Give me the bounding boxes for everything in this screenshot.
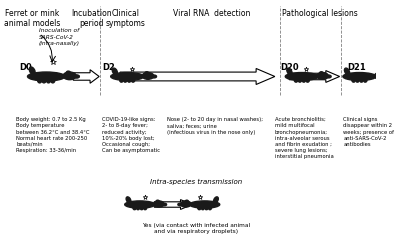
Ellipse shape <box>38 78 42 83</box>
Ellipse shape <box>66 71 70 74</box>
Polygon shape <box>120 68 275 84</box>
Ellipse shape <box>112 68 117 75</box>
Ellipse shape <box>133 206 136 210</box>
Text: D2: D2 <box>102 63 115 72</box>
Text: D0: D0 <box>19 63 32 72</box>
Ellipse shape <box>298 78 302 82</box>
Ellipse shape <box>356 78 359 82</box>
Polygon shape <box>73 70 99 83</box>
Ellipse shape <box>156 200 159 202</box>
Ellipse shape <box>205 206 208 210</box>
Text: Acute bronchiolitis;
mild multifocal
bronchopneumonia;
intra-alveolar serous
and: Acute bronchiolitis; mild multifocal bro… <box>275 117 334 159</box>
Ellipse shape <box>208 206 212 210</box>
Ellipse shape <box>384 75 389 78</box>
Ellipse shape <box>126 197 131 203</box>
Ellipse shape <box>131 78 135 82</box>
Polygon shape <box>289 70 340 82</box>
Ellipse shape <box>145 72 148 74</box>
Ellipse shape <box>320 72 323 74</box>
Ellipse shape <box>326 75 331 78</box>
Ellipse shape <box>377 72 381 74</box>
Text: Pathological lesions: Pathological lesions <box>282 9 358 18</box>
Text: D21: D21 <box>347 63 366 72</box>
Ellipse shape <box>352 78 356 82</box>
Ellipse shape <box>136 206 140 210</box>
Ellipse shape <box>302 78 306 82</box>
Text: Clinical signs
disappear within 2
weeks; presence of
anti-SARS-CoV-2
antibodies: Clinical signs disappear within 2 weeks;… <box>343 117 394 147</box>
Polygon shape <box>154 200 192 209</box>
Ellipse shape <box>162 203 166 206</box>
Ellipse shape <box>29 67 35 74</box>
Ellipse shape <box>360 78 363 82</box>
Ellipse shape <box>125 201 155 208</box>
Text: Clinical
symptoms: Clinical symptoms <box>106 9 145 28</box>
Ellipse shape <box>294 78 298 82</box>
Ellipse shape <box>42 78 46 83</box>
Ellipse shape <box>124 78 127 82</box>
Ellipse shape <box>28 72 65 81</box>
Ellipse shape <box>198 206 201 210</box>
Text: D20: D20 <box>280 63 299 72</box>
Text: Intra-species transmission: Intra-species transmission <box>150 179 242 185</box>
Ellipse shape <box>190 201 220 208</box>
Ellipse shape <box>178 203 182 206</box>
Text: COVID-19-like signs:
2- to 8-day fever;
reduced activity;
10%-20% body lost;
Occ: COVID-19-like signs: 2- to 8-day fever; … <box>102 117 160 153</box>
Ellipse shape <box>180 201 191 207</box>
Ellipse shape <box>154 201 164 207</box>
Ellipse shape <box>287 68 292 75</box>
Text: Body weight: 0.7 to 2.5 Kg
Body temperature
between 36.2°C and 38.4°C
Normal hea: Body weight: 0.7 to 2.5 Kg Body temperat… <box>16 117 90 153</box>
Ellipse shape <box>144 206 147 210</box>
Ellipse shape <box>214 197 218 203</box>
Ellipse shape <box>140 206 143 210</box>
Text: Yes (via contact with infected animal
and via respiratory droplets): Yes (via contact with infected animal an… <box>142 223 250 234</box>
Ellipse shape <box>63 72 76 80</box>
Text: Inoculation of
SARS-CoV-2
(intra-nasally): Inoculation of SARS-CoV-2 (intra-nasally… <box>39 28 80 46</box>
Ellipse shape <box>374 72 386 79</box>
Ellipse shape <box>201 206 204 210</box>
Text: Ferret or mink
animal models: Ferret or mink animal models <box>4 9 60 28</box>
Text: Incubation
period: Incubation period <box>71 9 112 28</box>
Ellipse shape <box>185 200 188 202</box>
Ellipse shape <box>127 78 131 82</box>
Ellipse shape <box>120 78 123 82</box>
Text: Nose (2- to 20 day in nasal washes);
saliva; feces; urine
(infectious virus in t: Nose (2- to 20 day in nasal washes); sal… <box>167 117 263 134</box>
Ellipse shape <box>152 75 156 78</box>
Ellipse shape <box>364 78 367 82</box>
Ellipse shape <box>46 78 50 83</box>
Ellipse shape <box>344 68 350 75</box>
Ellipse shape <box>306 78 310 82</box>
Ellipse shape <box>285 72 318 80</box>
Ellipse shape <box>142 72 154 79</box>
Text: Viral RNA  detection: Viral RNA detection <box>173 9 250 18</box>
Ellipse shape <box>111 72 144 80</box>
Ellipse shape <box>74 75 79 78</box>
Ellipse shape <box>343 72 376 80</box>
Ellipse shape <box>317 72 328 79</box>
Ellipse shape <box>51 78 55 83</box>
